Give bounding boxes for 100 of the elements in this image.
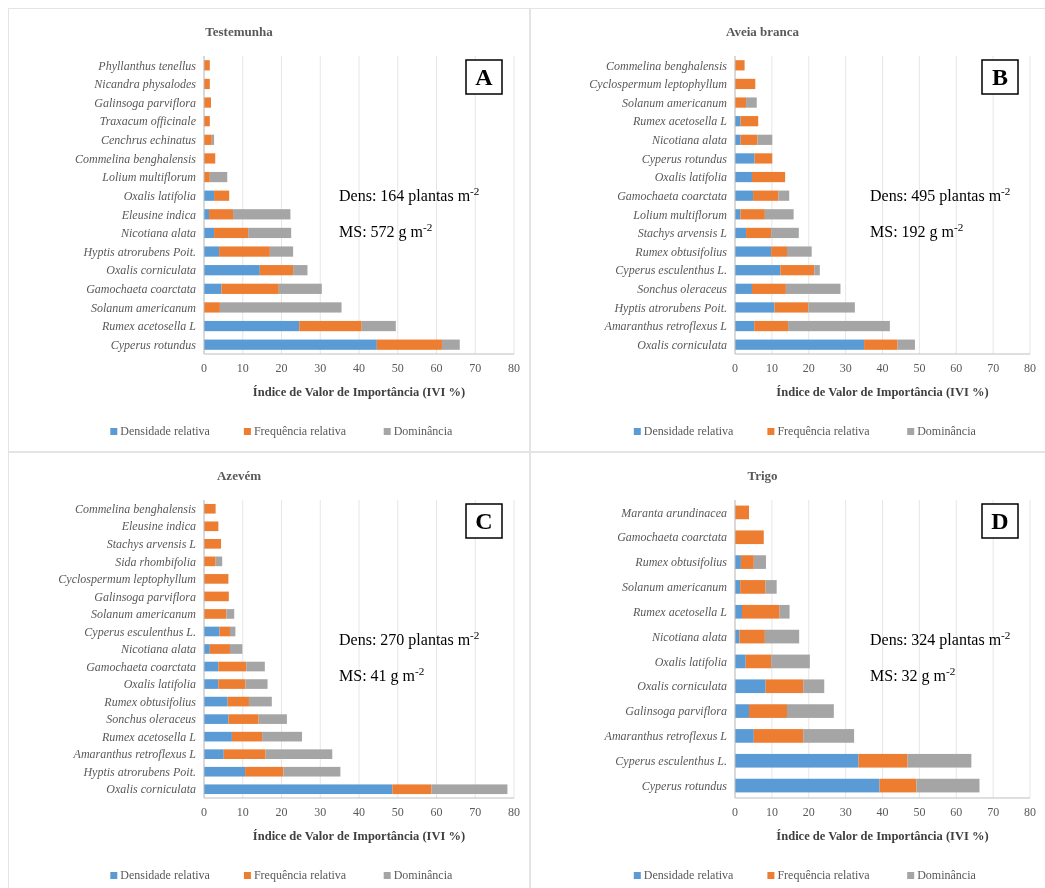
bar <box>735 283 752 294</box>
y-tick-label: Gamochaeta coarctata <box>617 530 727 545</box>
legend-label: Densidade relativa <box>120 868 211 882</box>
bar <box>879 778 917 793</box>
legend-label: Dominância <box>917 868 977 882</box>
x-tick-label: 40 <box>353 361 365 375</box>
bar <box>753 555 766 569</box>
bar <box>245 679 268 689</box>
x-tick-label: 50 <box>913 361 926 375</box>
annotation: B <box>991 64 1009 90</box>
x-tick-label: 40 <box>876 805 889 819</box>
bar <box>735 530 764 545</box>
x-axis-title: Índice de Valor de Importância (IVI %) <box>776 385 989 399</box>
bar <box>808 302 855 313</box>
y-tick-label: Stachys arvensis L <box>637 226 728 241</box>
x-tick-label: 20 <box>802 805 815 819</box>
bar <box>214 227 249 239</box>
x-tick-label: 80 <box>1024 361 1036 375</box>
bar <box>246 661 265 672</box>
bar <box>753 190 779 201</box>
bar <box>765 679 804 694</box>
bar <box>265 749 333 759</box>
legend-label: Frequência relativa <box>777 868 871 882</box>
bar <box>746 227 772 239</box>
bar <box>735 753 859 768</box>
x-tick-label: 40 <box>876 361 889 375</box>
bar <box>751 283 786 294</box>
bar <box>204 626 220 637</box>
y-tick-label: Oxalis latifolia <box>123 677 196 692</box>
y-tick-label: Solanum americanum <box>622 95 728 110</box>
x-tick-label: 10 <box>236 805 249 819</box>
annotation: Dens: 164 plantas m$^{-2}$ <box>339 185 480 205</box>
y-tick-label: Oxalis corniculata <box>637 337 727 352</box>
bar <box>204 320 300 332</box>
y-tick-label: Cyperus esculenthus L. <box>615 263 727 278</box>
y-tick-label: Commelina benghalensis <box>75 151 197 166</box>
legend-label: Dominância <box>393 424 454 438</box>
y-tick-label: Cyclospermum leptophyllum <box>58 572 197 587</box>
y-tick-label: Sida rhombifolia <box>115 554 196 569</box>
y-tick-label: Nicotiana alata <box>651 629 727 644</box>
bar <box>780 265 815 276</box>
y-tick-label: Galinsoga parviflora <box>625 704 727 719</box>
x-tick-label: 20 <box>275 805 288 819</box>
x-tick-label: 70 <box>987 361 1000 375</box>
bar <box>269 246 294 257</box>
bar <box>218 661 247 672</box>
chart-title: Azevém <box>216 468 262 483</box>
y-tick-label: Rumex acetosella L <box>632 114 728 129</box>
bar <box>278 283 322 294</box>
x-tick-label: 60 <box>430 361 443 375</box>
bar <box>441 339 460 350</box>
bar <box>765 580 777 594</box>
bar <box>774 302 809 313</box>
bar <box>204 521 219 532</box>
bar <box>204 714 229 724</box>
bar <box>753 729 804 743</box>
bar <box>771 246 787 257</box>
bar <box>221 283 279 294</box>
annotation: MS: 572 g m$^{-2}$ <box>339 221 433 241</box>
bar <box>916 778 980 793</box>
x-tick-label: 30 <box>839 805 852 819</box>
y-tick-label: Galinsoga parviflora <box>94 95 196 110</box>
bar <box>204 246 220 257</box>
bar <box>757 134 773 145</box>
y-tick-label: Gamochaeta coarctata <box>617 188 727 203</box>
bar <box>864 339 898 350</box>
bar <box>907 753 972 768</box>
x-tick-label: 80 <box>1024 805 1036 819</box>
legend-label: Frequência relativa <box>777 424 871 438</box>
bar <box>803 679 825 694</box>
legend-label: Densidade relativa <box>120 424 211 438</box>
y-tick-label: Lolium multiflorum <box>632 207 728 222</box>
bar <box>204 784 393 795</box>
annotation: Dens: 270 plantas m$^{-2}$ <box>339 629 480 649</box>
bar <box>204 766 246 777</box>
legend-label: Dominância <box>393 868 454 882</box>
bar <box>779 604 790 619</box>
x-tick-label: 0 <box>732 361 738 375</box>
bar <box>739 629 765 644</box>
y-tick-label: Nicotiana alata <box>120 642 196 657</box>
bar <box>226 609 235 619</box>
x-tick-label: 10 <box>765 805 778 819</box>
bar <box>223 749 266 759</box>
bar <box>204 591 229 602</box>
y-tick-label: Cenchrus echinatus <box>101 133 197 148</box>
bar <box>786 704 834 718</box>
bar <box>742 604 780 619</box>
bar <box>858 753 908 768</box>
y-tick-label: Cyperus rotundus <box>110 337 197 352</box>
bar <box>771 654 810 669</box>
bar <box>209 644 230 654</box>
bar <box>897 339 915 350</box>
x-tick-label: 0 <box>201 361 207 375</box>
bar <box>735 78 756 90</box>
bar <box>735 265 781 276</box>
x-tick-label: 30 <box>839 361 852 375</box>
bar <box>778 190 790 201</box>
y-tick-label: Nicotiana alata <box>120 226 196 241</box>
y-tick-label: Traxacum officinale <box>99 114 197 129</box>
annotation: MS: 32 g m$^{-2}$ <box>870 665 956 685</box>
